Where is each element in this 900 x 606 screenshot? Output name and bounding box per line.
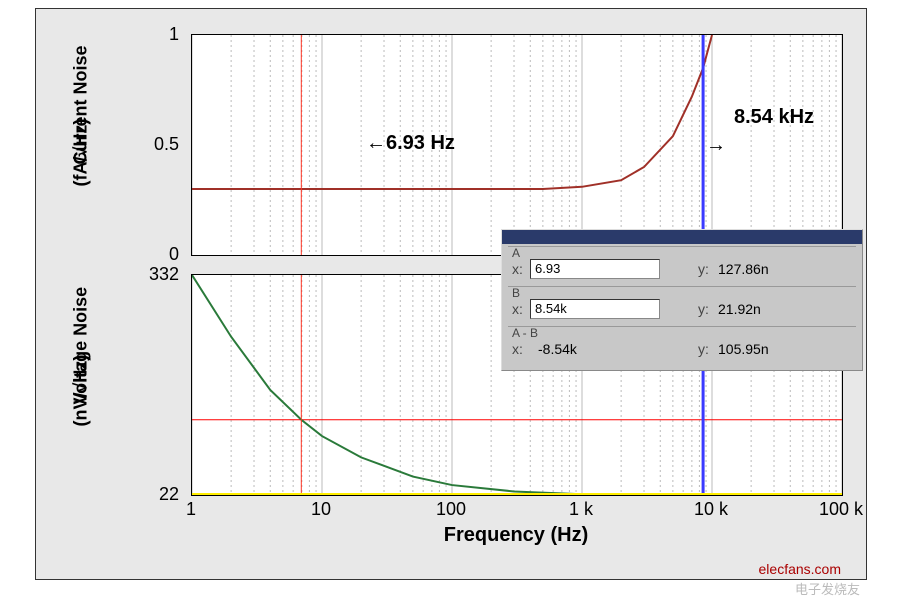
cursor-b-annotation: 8.54 kHz →: [734, 106, 814, 129]
xtick: 1: [166, 499, 216, 520]
readout-b-ykey: y:: [698, 301, 709, 317]
readout-row-diff: A - B x: -8.54k y: 105.95n: [508, 326, 856, 364]
ytick-top: 0.5: [119, 134, 179, 155]
current-noise-panel: [191, 34, 843, 256]
readout-a-xkey: x:: [512, 261, 523, 277]
xlabel: Frequency (Hz): [191, 524, 841, 547]
readout-b-yval: 21.92n: [718, 301, 761, 317]
plot-area: Current Noise (fA/√Hz) Voltage Noise (nV…: [191, 34, 841, 494]
xtick: 10 k: [686, 499, 736, 520]
xtick: 100: [426, 499, 476, 520]
readout-row-b: B x: 8.54k y: 21.92n: [508, 286, 856, 324]
xtick: 10: [296, 499, 346, 520]
arrow-right-icon: →: [706, 134, 726, 157]
readout-b-xkey: x:: [512, 301, 523, 317]
cursor-b-text: 8.54 kHz: [734, 106, 814, 128]
readout-row-a: A x: 6.93 y: 127.86n: [508, 246, 856, 284]
readout-b-heading: B: [512, 286, 520, 300]
ytick-top: 0: [119, 244, 179, 265]
watermark-text: elecfans.com: [759, 561, 841, 577]
figure-frame: Current Noise (fA/√Hz) Voltage Noise (nV…: [35, 8, 867, 580]
cursor-readout-panel: A x: 6.93 y: 127.86n B x: 8.54k y: 21.92…: [501, 229, 863, 371]
readout-a-yval: 127.86n: [718, 261, 769, 277]
watermark-cn: 电子发烧友: [795, 579, 860, 598]
readout-a-xinput[interactable]: 6.93: [530, 259, 660, 279]
readout-diff-ykey: y:: [698, 341, 709, 357]
readout-diff-xkey: x:: [512, 341, 523, 357]
ytick-top: 1: [119, 24, 179, 45]
ytick-bottom: 332: [119, 264, 179, 285]
readout-title-bar: [502, 230, 862, 244]
grid-top: [192, 35, 842, 255]
ylabel-bottom-line2: (nV/√Hz): [71, 387, 92, 427]
readout-a-heading: A: [512, 246, 520, 260]
xtick: 1 k: [556, 499, 606, 520]
xtick: 100 k: [816, 499, 866, 520]
readout-diff-xval: -8.54k: [538, 341, 577, 357]
ylabel-top-line2: (fA/√Hz): [71, 147, 92, 187]
page-root: Current Noise (fA/√Hz) Voltage Noise (nV…: [0, 0, 900, 606]
current-noise-svg: [192, 35, 842, 255]
readout-a-ykey: y:: [698, 261, 709, 277]
readout-diff-heading: A - B: [512, 326, 538, 340]
readout-b-xinput[interactable]: 8.54k: [530, 299, 660, 319]
cursor-a-annotation: 6.93 Hz: [366, 132, 455, 155]
readout-diff-yval: 105.95n: [718, 341, 769, 357]
